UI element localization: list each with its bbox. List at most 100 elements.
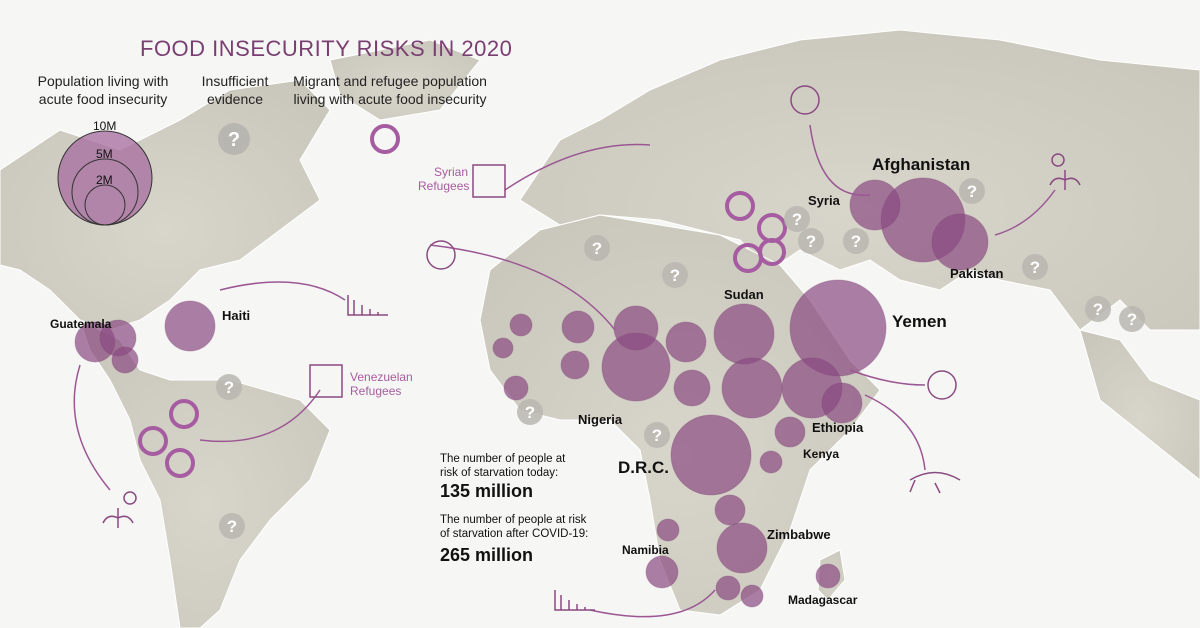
question-mark-icon: ?: [843, 228, 869, 254]
stat-today-value: 135 million: [440, 481, 534, 501]
svg-text:?: ?: [227, 517, 237, 536]
north-america: [0, 79, 331, 331]
refugee-icon: [309, 164, 506, 398]
legend-scale-circles: [57, 130, 153, 226]
label-madagascar: Madagascar: [788, 593, 858, 607]
south-america: [79, 319, 331, 628]
country-circle: [721, 357, 783, 419]
question-mark-icon: ?: [517, 399, 543, 425]
refugee-rings: [138, 191, 787, 478]
food-insecurity-circles: [74, 177, 989, 608]
question-mark-icon: ?: [644, 422, 670, 448]
country-circle: [849, 179, 901, 231]
legend-insufficient-label: Insufficient evidence: [190, 72, 280, 108]
syrian-refugees-label: Syrian Refugees: [418, 165, 470, 193]
refugee-ring: [725, 191, 755, 221]
country-circle: [164, 300, 216, 352]
stat-today-label: The number of people at risk of starvati…: [440, 452, 565, 480]
svg-text:?: ?: [224, 378, 234, 397]
legend-text: Population living with: [37, 73, 169, 89]
country-circle: [673, 369, 711, 407]
country-circle: [111, 346, 139, 374]
label-guatemala: Guatemala: [50, 317, 112, 331]
country-circle: [759, 450, 783, 474]
stat-text: The number of people at risk: [440, 514, 587, 526]
label-sudan: Sudan: [724, 287, 764, 302]
venezuelan-refugees-label: Venezuelan Refugees: [350, 370, 413, 398]
country-circle: [509, 313, 533, 337]
legend-text: living with acute food insecurity: [293, 91, 487, 107]
country-circle: [665, 321, 707, 363]
locust-icon: [909, 471, 961, 494]
question-mark-icon: ?: [216, 374, 242, 400]
country-circle: [716, 522, 768, 574]
svg-text:?: ?: [1093, 300, 1103, 319]
country-circle: [815, 563, 841, 589]
legend-circle-2m: [84, 184, 126, 226]
label-afghanistan: Afghanistan: [872, 155, 971, 174]
flow-arcs: [73, 124, 1056, 618]
question-mark-icon: ?: [1022, 254, 1048, 280]
label-haiti: Haiti: [222, 308, 251, 323]
label-namibia: Namibia: [622, 543, 669, 557]
question-mark-icon: ?: [219, 513, 245, 539]
plant-icon: [102, 153, 1081, 528]
svg-text:?: ?: [1030, 258, 1040, 277]
svg-text:?: ?: [967, 182, 977, 201]
country-circle: [740, 584, 764, 608]
southeast-asia: [1079, 329, 1200, 481]
stat-text: The number of people at: [440, 453, 566, 465]
label-zimbabwe: Zimbabwe: [767, 527, 831, 542]
country-circle: [931, 213, 989, 271]
legend-refugee-ring: [370, 124, 400, 154]
label-text: Refugees: [350, 384, 402, 398]
legend-text: Migrant and refugee population: [293, 73, 487, 89]
country-circle: [774, 416, 806, 448]
question-mark-icon: ?: [784, 206, 810, 232]
greenland: [329, 39, 481, 121]
question-mark-icon: ?: [584, 235, 610, 261]
svg-text:?: ?: [592, 239, 602, 258]
stat-text: risk of starvation today:: [440, 467, 559, 479]
svg-text:?: ?: [851, 232, 861, 251]
country-circle: [821, 382, 863, 424]
country-circle: [656, 518, 680, 542]
scale-2m: 2M: [96, 173, 113, 187]
label-pakistan: Pakistan: [950, 266, 1004, 281]
country-circle: [492, 337, 514, 359]
label-nigeria: Nigeria: [578, 412, 623, 427]
legend-migrant-label: Migrant and refugee population living wi…: [290, 72, 490, 108]
label-kenya: Kenya: [803, 447, 840, 461]
country-circle: [613, 305, 659, 351]
country-circle: [715, 575, 741, 601]
label-text: Refugees: [418, 179, 470, 193]
label-ethiopia: Ethiopia: [812, 420, 864, 435]
question-mark-icon: ?: [1085, 296, 1111, 322]
country-circle: [503, 375, 529, 401]
legend-unknown: ?: [218, 123, 250, 155]
declining-chart-icon: [347, 295, 595, 611]
insufficient-evidence-markers: ?????????????: [216, 178, 1145, 539]
svg-text:?: ?: [670, 266, 680, 285]
country-circle: [561, 310, 595, 344]
legend-population-label: Population living with acute food insecu…: [28, 72, 178, 108]
question-mark-icon: ?: [1119, 306, 1145, 332]
label-syria: Syria: [808, 193, 840, 208]
refugee-ring: [169, 399, 199, 429]
country-circle: [645, 555, 679, 589]
label-drc: D.R.C.: [618, 458, 669, 477]
stat-covid-value: 265 million: [440, 545, 534, 565]
refugee-ring: [758, 238, 786, 266]
svg-text:?: ?: [228, 129, 240, 151]
svg-text:?: ?: [1127, 310, 1137, 329]
legend-text: evidence: [206, 91, 264, 107]
refugee-ring: [165, 448, 195, 478]
stat-covid-label: The number of people at risk of starvati…: [440, 513, 588, 541]
svg-text:?: ?: [652, 426, 662, 445]
country-circle: [670, 414, 752, 496]
scale-10m: 10M: [93, 119, 117, 133]
scale-5m: 5M: [96, 147, 113, 161]
page-title: FOOD INSECURITY RISKS IN 2020: [140, 36, 513, 61]
fist-icon: [426, 85, 957, 400]
